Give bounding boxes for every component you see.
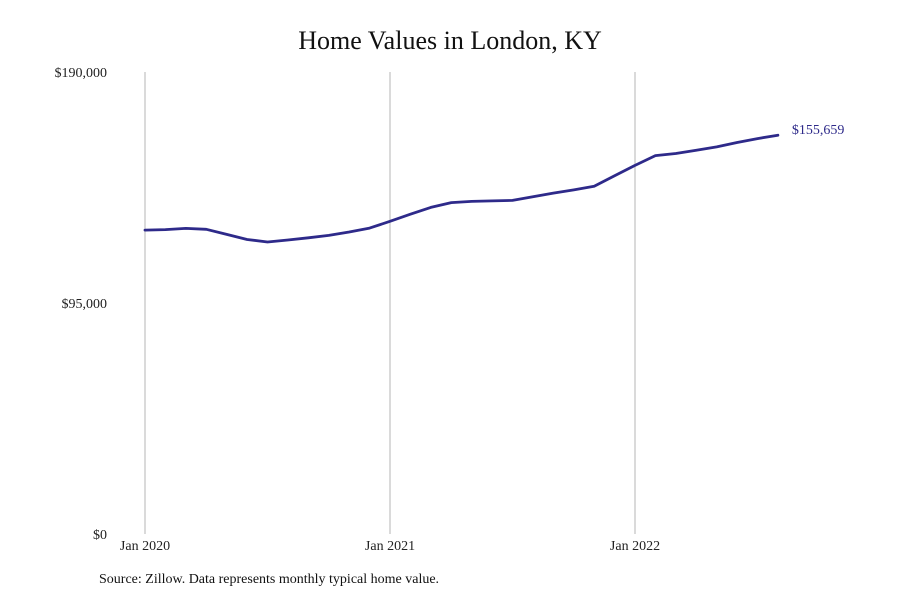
grid-lines — [144, 72, 636, 534]
x-tick-label: Jan 2020 — [120, 539, 170, 554]
end-value-label: $155,659 — [792, 123, 845, 138]
chart-title: Home Values in London, KY — [298, 26, 602, 55]
source-note: Source: Zillow. Data represents monthly … — [99, 572, 440, 587]
y-tick-label: $0 — [93, 528, 107, 543]
x-tick-label: Jan 2022 — [610, 539, 660, 554]
x-tick-label: Jan 2021 — [365, 539, 415, 554]
series-line — [143, 133, 780, 244]
y-tick-label: $190,000 — [55, 66, 108, 81]
x-axis-ticks: Jan 2020 Jan 2021 Jan 2022 — [120, 539, 660, 554]
y-axis-ticks: $0 $95,000 $190,000 — [55, 66, 108, 543]
y-tick-label: $95,000 — [62, 297, 108, 312]
